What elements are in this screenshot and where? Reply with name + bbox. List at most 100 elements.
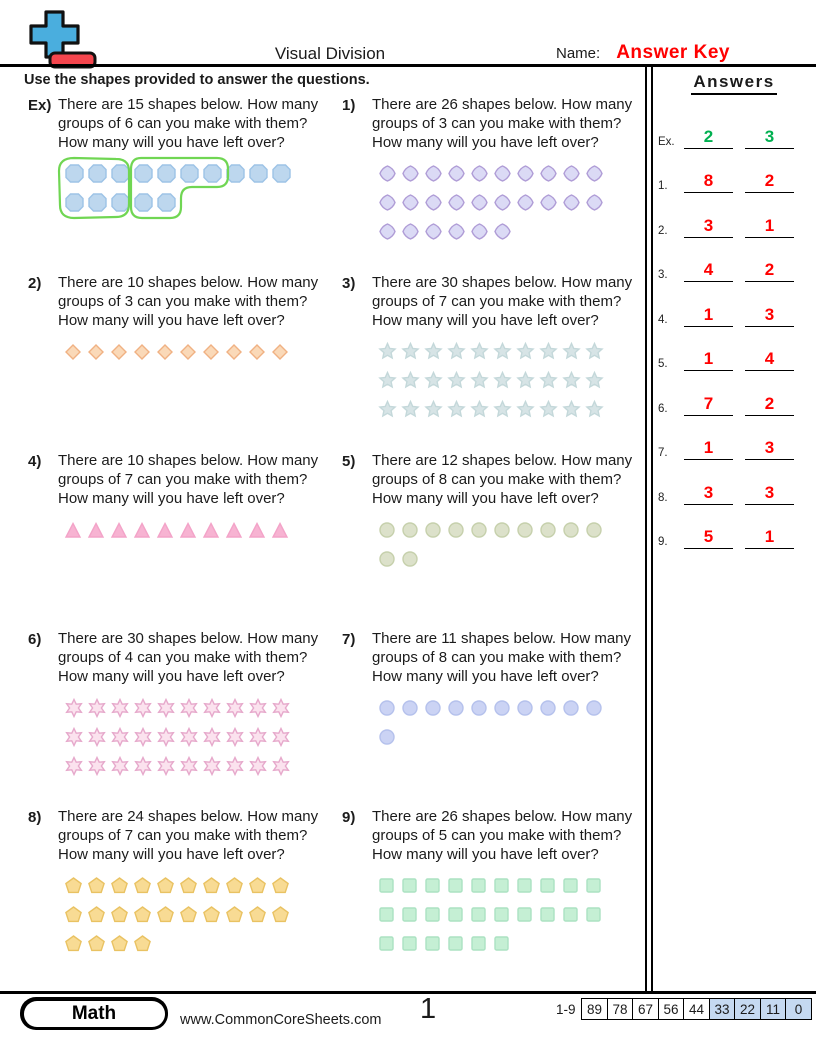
score-table: 1-9 89 78 67 56 44 33 22 11 0 xyxy=(556,998,812,1020)
shape-cell xyxy=(585,341,609,360)
octagon-shape xyxy=(65,193,84,212)
shape-cell xyxy=(516,399,540,418)
square-shape xyxy=(563,907,578,922)
circle-shape xyxy=(563,521,579,538)
problem-4: 4) There are 10 shapes below. How many gro… xyxy=(28,451,342,629)
score-range-label: 1-9 xyxy=(555,1001,576,1017)
star6-shape xyxy=(203,697,221,718)
shape-cell xyxy=(540,521,563,538)
circle-shape xyxy=(586,521,602,538)
answer-label: 1. xyxy=(658,180,668,192)
shape-cell xyxy=(249,877,272,894)
shape-cell xyxy=(249,164,272,183)
shape-cell xyxy=(448,907,471,922)
circle-shape xyxy=(448,699,464,716)
shape-cell xyxy=(180,697,203,718)
pentagon-shape xyxy=(226,877,243,894)
shape-cell xyxy=(471,936,494,951)
answer-groups-blank: 5 xyxy=(684,528,733,549)
question-number: 5) xyxy=(342,453,356,470)
shape-cell xyxy=(448,699,471,716)
question-text-line: There are 12 shapes below. How many xyxy=(372,452,633,469)
diamond-shape xyxy=(203,343,219,360)
star5-shape xyxy=(447,399,466,418)
circle-shape xyxy=(379,699,395,716)
shape-cell xyxy=(111,193,134,212)
circle-shape xyxy=(517,521,533,538)
shape-cell xyxy=(134,726,157,747)
shape-cell xyxy=(272,877,295,894)
question-text-line: groups of 7 can you make with them? xyxy=(58,471,308,488)
answer-groups-blank: 7 xyxy=(684,395,733,416)
answer-groups-value: 5 xyxy=(703,527,714,546)
shape-cell xyxy=(517,165,540,182)
star5-shape xyxy=(401,370,420,389)
answer-remainder-blank: 2 xyxy=(745,395,794,416)
answer-label: 9. xyxy=(658,536,668,548)
question-body: There are 24 shapes below. How many group… xyxy=(58,807,342,958)
shape-cell xyxy=(471,907,494,922)
pentagon-shape xyxy=(134,935,151,952)
shape-cell xyxy=(65,755,88,776)
shape-cell xyxy=(494,699,517,716)
shape-cell xyxy=(249,697,272,718)
square-shape xyxy=(563,878,578,893)
triangle-shape xyxy=(248,521,266,538)
square-shape xyxy=(494,907,509,922)
shape-cell xyxy=(424,341,448,360)
answer-row: 7. 1 3 xyxy=(658,416,810,460)
star6-shape xyxy=(88,755,106,776)
pentagon-shape xyxy=(226,906,243,923)
shape-cell xyxy=(65,164,88,183)
shape-cell xyxy=(157,877,180,894)
square-shape xyxy=(379,878,394,893)
circle-shape xyxy=(540,699,556,716)
shape-cell xyxy=(272,726,295,747)
shape-cell xyxy=(402,699,425,716)
answer-label: 3. xyxy=(658,269,668,281)
star6-shape xyxy=(65,697,83,718)
star5-shape xyxy=(424,370,443,389)
pentagon-shape xyxy=(88,906,105,923)
star5-shape xyxy=(378,370,397,389)
star6-shape xyxy=(226,697,244,718)
answer-groups-value: 7 xyxy=(703,393,714,413)
octagon-shape xyxy=(157,164,176,183)
question-text-line: groups of 5 can you make with them? xyxy=(372,827,622,844)
star6-shape xyxy=(272,697,290,718)
star5-shape xyxy=(516,399,535,418)
shape-cell xyxy=(248,521,272,538)
shape-cell xyxy=(226,906,249,923)
square-shape xyxy=(517,907,532,922)
score-cell: 78 xyxy=(606,998,634,1020)
shape-cell xyxy=(226,877,249,894)
shape-row xyxy=(379,722,644,751)
question-text-line: groups of 4 can you make with them? xyxy=(58,649,308,666)
shape-cell xyxy=(134,697,157,718)
star6-shape xyxy=(88,726,106,747)
pentagon-shape xyxy=(65,877,82,894)
answer-remainder-value: 3 xyxy=(764,482,775,502)
shape-row xyxy=(379,900,644,929)
pentagon-shape xyxy=(157,877,174,894)
square-shape xyxy=(379,907,394,922)
square-shape xyxy=(586,907,601,922)
shape-cell xyxy=(470,341,494,360)
answer-groups-value: 8 xyxy=(703,171,714,190)
shape-cell xyxy=(471,165,494,182)
star5-shape xyxy=(562,399,581,418)
answer-label: 8. xyxy=(658,491,668,504)
question-text-line: There are 11 shapes below. How many xyxy=(372,630,632,647)
shape-row xyxy=(65,929,342,958)
problem-3: 3) There are 30 shapes below. How many gro… xyxy=(342,273,644,451)
pentagon-shape xyxy=(65,935,82,952)
shape-row xyxy=(379,929,644,958)
quatrefoil-shape xyxy=(540,194,557,211)
shape-cell xyxy=(425,878,448,893)
quatrefoil-shape xyxy=(425,194,442,211)
star6-shape xyxy=(65,755,83,776)
shape-cell xyxy=(111,906,134,923)
quatrefoil-shape xyxy=(402,223,419,240)
answer-groups-blank: 3 xyxy=(684,484,733,505)
shape-cell xyxy=(586,878,609,893)
